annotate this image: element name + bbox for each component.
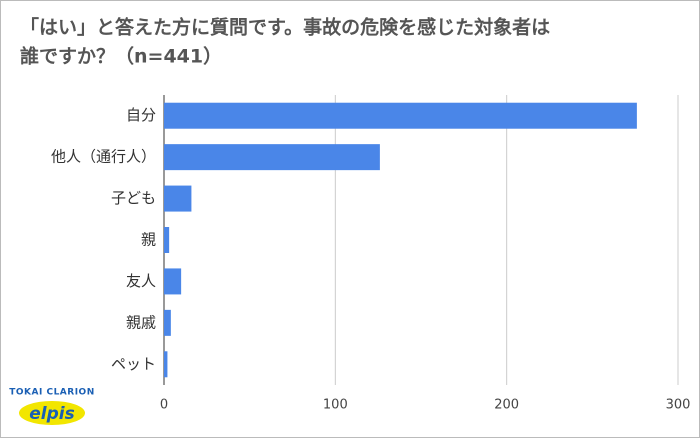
bar: [164, 102, 637, 129]
x-tick-label: 300: [666, 398, 691, 413]
x-tick-label: 100: [323, 398, 348, 413]
bar: [164, 144, 380, 171]
logo-brand: elpis: [29, 404, 74, 424]
y-tick-label: 親: [141, 231, 156, 249]
chart-title: 「はい」と答えた方に質問です。事故の危険を感じた対象者は: [20, 16, 550, 39]
y-tick-label: 子ども: [111, 189, 156, 207]
bar: [164, 351, 168, 378]
y-tick-label: 親戚: [126, 313, 156, 331]
x-tick-label: 200: [494, 398, 519, 413]
logo-badge: [19, 401, 85, 425]
bar: [164, 268, 182, 295]
y-tick-label: ペット: [111, 355, 156, 373]
bar: [164, 309, 171, 336]
y-tick-label: 友人: [126, 272, 156, 290]
chart-title: 誰ですか？（n=441）: [20, 45, 222, 68]
y-tick-label: 他人（通行人）: [51, 148, 156, 166]
bar: [164, 227, 170, 253]
y-tick-label: 自分: [126, 106, 156, 124]
x-tick-label: 0: [160, 398, 168, 413]
bar: [164, 185, 192, 212]
logo-company: TOKAI CLARION: [9, 388, 94, 398]
